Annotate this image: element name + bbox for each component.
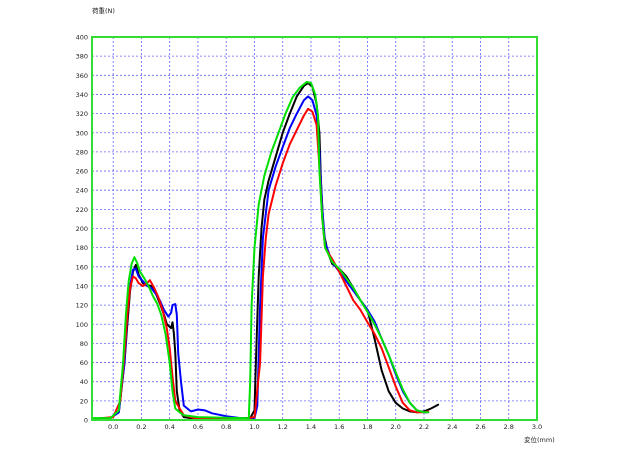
x-tick-label: 2.8 [504, 423, 514, 431]
y-tick-label: 80 [80, 340, 88, 348]
y-tick-label: 400 [76, 34, 88, 42]
x-tick-label: 2.6 [475, 423, 485, 431]
x-tick-label: 2.0 [391, 423, 401, 431]
y-tick-label: 140 [76, 282, 88, 290]
x-tick-label: 0.0 [108, 423, 118, 431]
y-tick-label: 300 [76, 129, 88, 137]
y-tick-label: 100 [76, 321, 88, 329]
x-tick-label: 3.0 [532, 423, 542, 431]
y-tick-label: 200 [76, 225, 88, 233]
y-tick-label: 60 [80, 359, 88, 367]
y-tick-label: 260 [76, 168, 88, 176]
y-tick-label: 320 [76, 110, 88, 118]
x-tick-label: 0.2 [136, 423, 146, 431]
x-axis-label: 変位(mm) [524, 435, 555, 444]
y-tick-label: 380 [76, 53, 88, 61]
series-line-4 [91, 81, 430, 420]
y-tick-label: 340 [76, 91, 88, 99]
y-tick-label: 240 [76, 187, 88, 195]
x-tick-label: 0.8 [221, 423, 231, 431]
y-tick-label: 280 [76, 148, 88, 156]
x-tick-label: 0.6 [193, 423, 203, 431]
x-tick-label: 2.2 [419, 423, 429, 431]
x-tick-label: 1.6 [334, 423, 344, 431]
y-tick-label: 20 [80, 397, 88, 405]
x-tick-labels: 0.0 0.2 0.4 0.6 0.8 1.0 1.2 1.4 1.6 1.8 2.0 2.2 2.4 2… [108, 423, 542, 431]
plot-frame [91, 36, 538, 421]
x-tick-label: 0.4 [165, 423, 175, 431]
x-tick-label: 1.2 [278, 423, 288, 431]
y-tick-label: 180 [76, 244, 88, 252]
y-tick-labels: 0 20 40 60 80 100 120 140 160 180 200 220 240 260 280 3… [76, 34, 88, 425]
x-tick-label: 1.8 [362, 423, 372, 431]
y-tick-label: 40 [80, 378, 88, 386]
y-tick-label: 360 [76, 72, 88, 80]
series-line-3 [91, 107, 430, 420]
x-tick-label: 2.4 [447, 423, 457, 431]
y-tick-label: 160 [76, 263, 88, 271]
x-tick-label: 1.4 [306, 423, 316, 431]
y-tick-label: 0 [84, 417, 88, 425]
y-tick-label: 220 [76, 206, 88, 214]
series-layer [91, 81, 440, 420]
y-tick-label: 120 [76, 302, 88, 310]
y-axis-label: 荷重(N) [92, 6, 115, 15]
x-tick-label: 1.0 [249, 423, 259, 431]
